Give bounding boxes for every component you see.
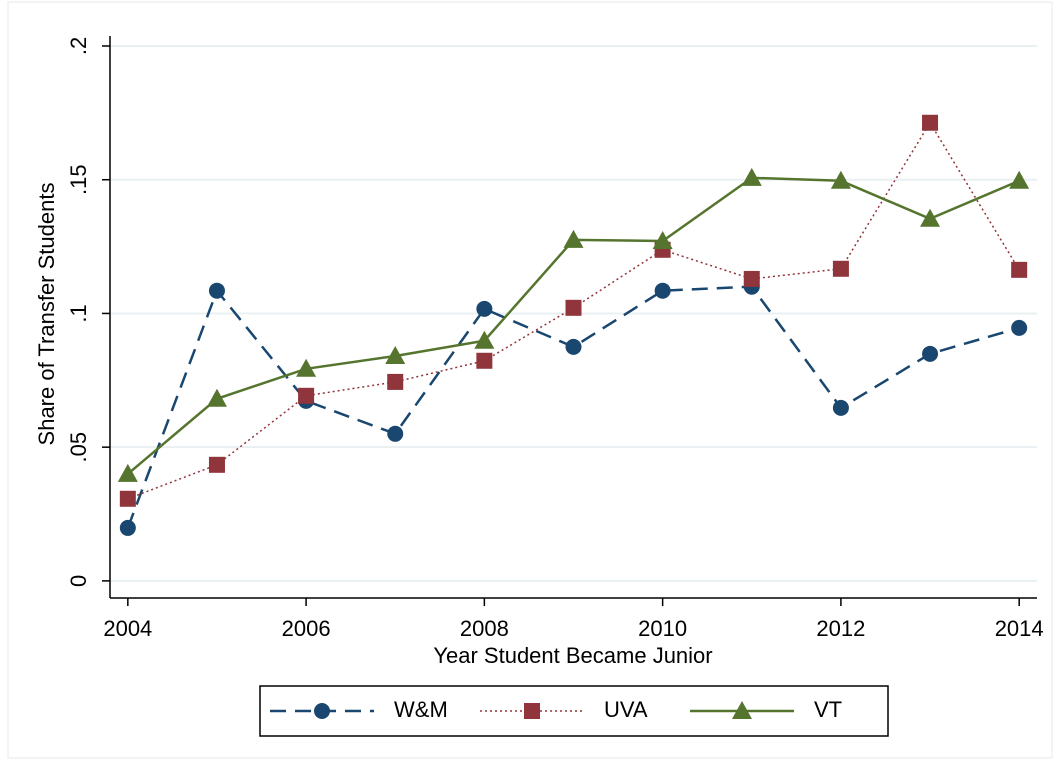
marker: [476, 352, 493, 369]
marker: [206, 388, 227, 407]
marker: [119, 519, 136, 536]
x-tick-label: 2014: [995, 616, 1044, 641]
marker: [832, 260, 849, 277]
marker: [387, 425, 404, 442]
marker: [563, 229, 584, 248]
marker: [296, 358, 317, 377]
x-tick-label: 2006: [282, 616, 331, 641]
marker: [1011, 261, 1028, 278]
legend-item: VT: [690, 697, 842, 722]
marker: [476, 300, 493, 317]
legend-label: W&M: [394, 697, 448, 722]
marker: [117, 463, 138, 482]
marker: [385, 345, 406, 364]
marker: [732, 701, 752, 719]
marker: [387, 373, 404, 390]
legend-label: VT: [814, 697, 842, 722]
marker: [474, 330, 495, 349]
marker: [208, 456, 225, 473]
legend-item: W&M: [270, 697, 448, 722]
x-tick-label: 2010: [638, 616, 687, 641]
marker: [922, 345, 939, 362]
marker: [1009, 170, 1030, 189]
marker: [208, 282, 225, 299]
x-tick-label: 2004: [103, 616, 152, 641]
y-axis-label: Share of Transfer Students: [34, 183, 59, 446]
x-tick-label: 2012: [816, 616, 865, 641]
y-tick-label: .2: [66, 37, 91, 55]
marker: [652, 230, 673, 249]
outer-frame: [7, 1, 1053, 759]
marker: [654, 282, 671, 299]
series-line: [127, 121, 1020, 500]
y-tick-label: .1: [66, 304, 91, 322]
marker: [565, 338, 582, 355]
x-tick-label: 2008: [460, 616, 509, 641]
legend-label: UVA: [604, 697, 648, 722]
marker: [119, 490, 136, 507]
marker: [920, 208, 941, 227]
series-line: [127, 176, 1020, 475]
marker: [565, 299, 582, 316]
marker: [298, 387, 315, 404]
marker: [314, 703, 330, 719]
marker: [922, 114, 939, 131]
legend-item: UVA: [480, 697, 648, 722]
x-axis-label: Year Student Became Junior: [433, 643, 712, 668]
marker: [830, 170, 851, 189]
marker: [741, 167, 762, 186]
marker: [743, 270, 760, 287]
y-tick-label: .15: [66, 164, 91, 195]
marker: [524, 703, 540, 719]
marker: [1011, 319, 1028, 336]
y-tick-label: 0: [66, 575, 91, 587]
marker: [832, 399, 849, 416]
y-tick-label: .05: [66, 432, 91, 463]
series-line: [126, 285, 1020, 529]
